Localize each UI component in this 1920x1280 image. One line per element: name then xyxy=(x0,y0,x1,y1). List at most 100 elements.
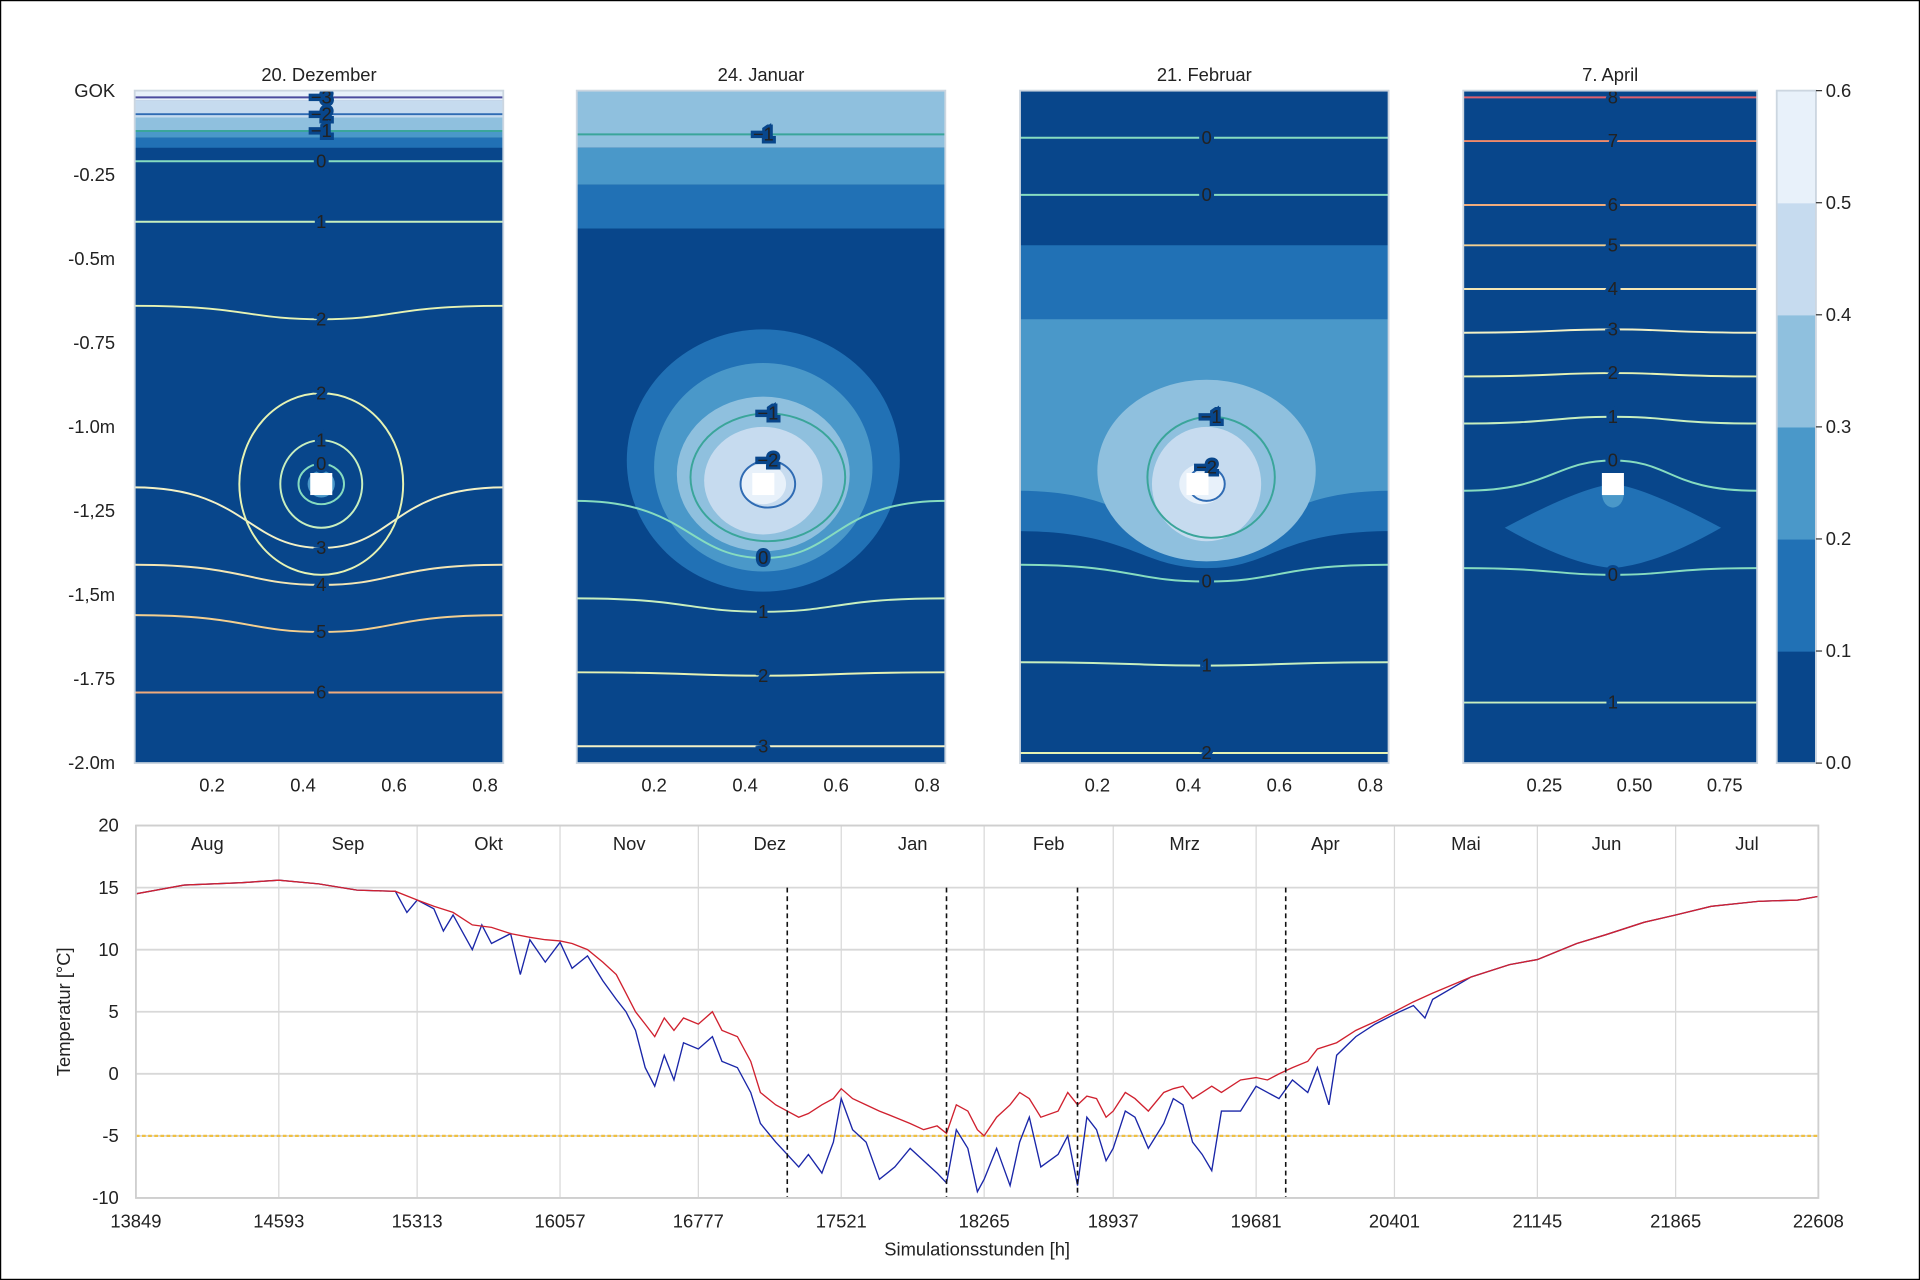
contour-line xyxy=(134,614,504,633)
colorbar-segment xyxy=(1776,90,1816,204)
temperature-timeseries-chart: 13849 14593 15313 16057 16777 17521 18265 18937… xyxy=(53,815,1844,1260)
contour-line xyxy=(576,671,946,677)
contour-fill-band xyxy=(134,117,504,131)
month-label: Apr xyxy=(1311,833,1340,854)
contour-line-ring xyxy=(297,462,345,506)
pipe-marker xyxy=(752,473,775,496)
y-tick-label: 5 xyxy=(109,1001,119,1022)
x-tick-label: 21865 xyxy=(1650,1210,1701,1231)
contour-level-label: 0 xyxy=(1608,564,1618,585)
contour-line-ring xyxy=(739,459,797,509)
pipe-marker xyxy=(1601,473,1624,496)
month-label: Mai xyxy=(1451,833,1481,854)
x-axis-label: Simulationsstunden [h] xyxy=(884,1238,1070,1259)
contour-line-ring xyxy=(279,439,364,529)
contour-level-label: 6 xyxy=(1608,194,1618,215)
x-tick-label: 20401 xyxy=(1369,1210,1420,1231)
colorbar-segment xyxy=(1776,426,1816,540)
y-tick-label: -0.5m xyxy=(68,248,115,269)
panel-border xyxy=(575,89,947,765)
contour-level-label: 0 xyxy=(1201,571,1211,592)
month-label: Jun xyxy=(1592,833,1622,854)
contour-fill-band xyxy=(576,184,946,229)
panel-title: 7. April xyxy=(1582,64,1638,85)
x-tick-label: 0.4 xyxy=(1176,774,1202,795)
contour-fill-band xyxy=(576,147,946,185)
panel-background xyxy=(1463,90,1758,764)
contour-line-ring xyxy=(1146,415,1276,539)
contour-panel: −3−2−1 0 1 2 3 4 5 6 2 1 0 20. Dezember 0.2 0.4 0.6 0.8… xyxy=(68,64,505,795)
panel-plot-area: −1 0 1 2 3 −1 −2 xyxy=(576,90,946,764)
y-axis-label: Temperatur [°C] xyxy=(53,947,74,1076)
temperature-series-line xyxy=(135,879,1819,1137)
contour-level-label: 4 xyxy=(1608,278,1618,299)
pipe-marker xyxy=(1186,473,1209,496)
contour-level-label: 2 xyxy=(316,308,326,329)
y-tick-label: -5 xyxy=(102,1125,118,1146)
contour-line xyxy=(134,563,504,586)
month-label: Mrz xyxy=(1169,833,1200,854)
colorbar: 0.0 0.1 0.2 0.3 0.4 0.5 0.6 xyxy=(1775,80,1852,773)
x-tick-label: 21145 xyxy=(1513,1210,1563,1231)
x-tick-label: 0.2 xyxy=(1085,774,1111,795)
month-label: Dez xyxy=(753,833,786,854)
x-tick-label: 0.2 xyxy=(641,774,667,795)
x-tick-label: 0.50 xyxy=(1617,774,1653,795)
contour-level-label: −3 xyxy=(311,86,332,107)
contour-level-label: 0 xyxy=(316,150,326,171)
contour-line xyxy=(1020,661,1389,667)
contour-line xyxy=(1463,567,1758,576)
contour-level-label: 2 xyxy=(316,382,326,403)
contour-level-label: 0 xyxy=(758,547,768,568)
x-tick-label: 17521 xyxy=(816,1210,867,1231)
colorbar-tick-label: 0.2 xyxy=(1826,528,1852,549)
panel-border xyxy=(1019,89,1390,765)
y-tick-label: -2.0m xyxy=(68,752,115,773)
colorbar-segment xyxy=(1776,202,1816,316)
month-label: Okt xyxy=(474,833,503,854)
contour-line-ring xyxy=(689,412,847,543)
plot-border xyxy=(134,824,1820,1199)
contour-line xyxy=(1463,415,1758,425)
panel-border xyxy=(1462,89,1759,765)
y-tick-label: 10 xyxy=(98,939,118,960)
x-tick-label: 0.8 xyxy=(914,774,940,795)
x-tick-label: 0.2 xyxy=(199,774,225,795)
contour-level-label: 1 xyxy=(316,429,326,450)
month-label: Sep xyxy=(332,833,365,854)
contour-level-label: 1 xyxy=(316,211,326,232)
panel-plot-area: −3−2−1 0 1 2 3 4 5 6 2 1 0 xyxy=(134,86,504,764)
contour-level-label: 6 xyxy=(316,682,326,703)
contour-panel: −1 0 1 2 3 −1 −2 24. Januar 0.2 0.4 0.6 0.8 xyxy=(575,64,947,795)
colorbar-tick-label: 0.0 xyxy=(1826,752,1852,773)
panel-background xyxy=(134,90,504,764)
y-tick-label: -1,5m xyxy=(68,584,115,605)
contour-level-label: 1 xyxy=(1608,692,1618,713)
x-tick-label: 0.6 xyxy=(381,774,407,795)
x-tick-label: 14593 xyxy=(253,1210,304,1231)
y-tick-label: GOK xyxy=(74,80,116,101)
colorbar-tick-label: 0.4 xyxy=(1826,304,1852,325)
month-label: Feb xyxy=(1033,833,1065,854)
x-tick-label: 0.8 xyxy=(472,774,498,795)
x-tick-label: 22608 xyxy=(1793,1210,1844,1231)
x-tick-label: 0.6 xyxy=(1267,774,1293,795)
contour-level-label: −1 xyxy=(311,120,332,141)
contour-level-label: 5 xyxy=(316,621,326,642)
contour-line xyxy=(1020,563,1389,583)
x-tick-label: 15313 xyxy=(392,1210,443,1231)
y-tick-label: 20 xyxy=(98,815,118,836)
colorbar-tick-label: 0.5 xyxy=(1826,192,1852,213)
contour-level-label: 7 xyxy=(1608,130,1618,151)
contour-line xyxy=(1463,459,1758,492)
panel-border xyxy=(133,89,505,765)
temperature-series-line xyxy=(135,879,1819,1194)
x-tick-label: 0.6 xyxy=(823,774,849,795)
y-tick-label: 15 xyxy=(98,877,118,898)
x-tick-label: 0.25 xyxy=(1527,774,1563,795)
y-tick-label: -10 xyxy=(92,1187,119,1208)
contour-line xyxy=(576,597,946,613)
month-label: Nov xyxy=(613,833,646,854)
